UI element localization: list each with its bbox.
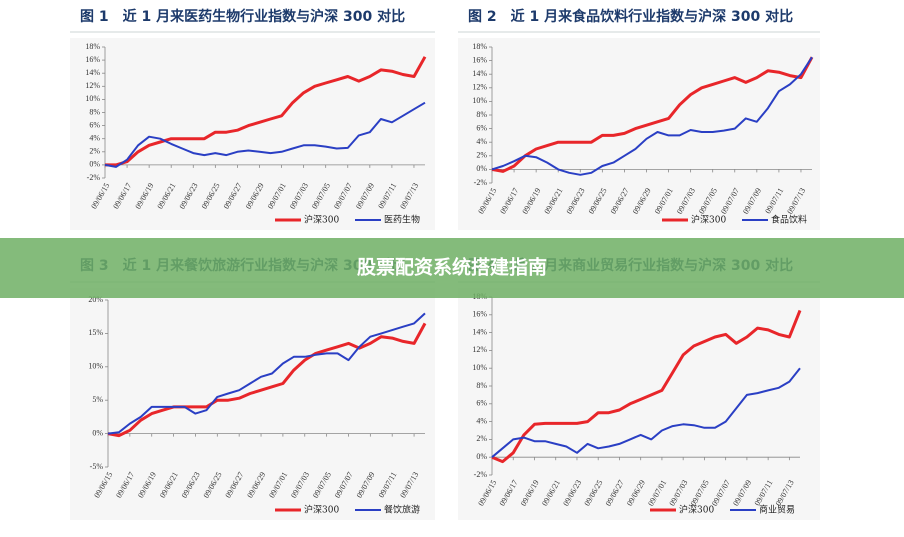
y-tick-label: -5% [90, 462, 104, 471]
chart-panel [458, 38, 820, 230]
y-tick-label: 14% [472, 69, 487, 78]
legend-label: 沪深300 [304, 504, 339, 516]
y-tick-label: 10% [88, 362, 103, 371]
y-tick-label: 18% [85, 42, 100, 51]
series-line [107, 322, 427, 438]
y-tick-label: 4% [476, 137, 487, 146]
series-line [491, 56, 813, 176]
y-tick-label: 10% [85, 94, 100, 103]
y-tick-label: 14% [85, 68, 100, 77]
legend-label: 沪深300 [304, 214, 339, 226]
legend-label: 沪深300 [691, 214, 726, 226]
y-tick-label: 2% [89, 147, 100, 156]
legend-label: 食品饮料 [771, 214, 807, 226]
chart-title: 图 1 近 1 月来医药生物行业指数与沪深 300 对比 [80, 8, 405, 25]
y-tick-label: 12% [472, 83, 487, 92]
y-tick-label: 10% [472, 363, 487, 372]
chart-panel [70, 38, 435, 230]
y-tick-label: 2% [476, 434, 487, 443]
y-tick-label: 0% [476, 164, 487, 173]
banner-band [0, 238, 904, 298]
y-tick-label: 6% [476, 123, 487, 132]
y-tick-label: 18% [472, 42, 487, 51]
y-tick-label: -2% [474, 470, 488, 479]
y-tick-label: 2% [476, 151, 487, 160]
y-tick-label: 12% [472, 345, 487, 354]
y-tick-label: 4% [89, 134, 100, 143]
series-line [105, 56, 427, 167]
y-tick-label: 16% [472, 310, 487, 319]
y-tick-label: 6% [476, 399, 487, 408]
y-tick-label: -2% [87, 173, 101, 182]
chart-panel [70, 288, 435, 520]
series-line [491, 56, 814, 173]
legend-label: 沪深300 [679, 504, 714, 516]
y-tick-label: 6% [89, 120, 100, 129]
legend-label: 餐饮旅游 [384, 504, 420, 516]
y-tick-label: 8% [476, 381, 487, 390]
legend-label: 商业贸易 [759, 504, 795, 516]
banner-text: 股票配资系统搭建指南 [357, 256, 547, 279]
y-tick-label: 4% [476, 416, 487, 425]
y-tick-label: 8% [476, 110, 487, 119]
series-line [107, 312, 426, 435]
y-tick-label: 8% [89, 107, 100, 116]
y-tick-label: 16% [85, 55, 100, 64]
y-tick-label: 0% [89, 160, 100, 169]
series-line [491, 309, 802, 464]
y-tick-label: 14% [472, 327, 487, 336]
legend-label: 医药生物 [384, 214, 420, 226]
y-tick-label: 16% [472, 55, 487, 64]
y-tick-label: 0% [476, 452, 487, 461]
y-tick-label: 10% [472, 96, 487, 105]
y-tick-label: 5% [92, 395, 103, 404]
chart-title: 图 2 近 1 月来食品饮料行业指数与沪深 300 对比 [468, 8, 793, 25]
y-tick-label: -2% [474, 178, 488, 187]
y-tick-label: 20% [88, 295, 103, 304]
series-line [104, 101, 426, 168]
y-tick-label: 0% [92, 428, 103, 437]
y-tick-label: 15% [88, 328, 103, 337]
chart-panel [458, 288, 820, 520]
series-line [491, 367, 801, 458]
y-tick-label: 12% [85, 81, 100, 90]
